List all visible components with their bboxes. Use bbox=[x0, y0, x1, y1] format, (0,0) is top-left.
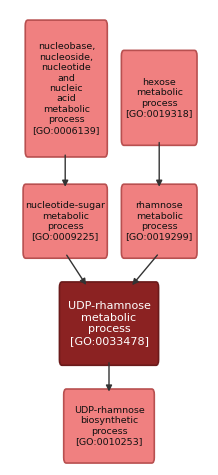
Text: UDP-rhamnose
metabolic
process
[GO:0033478]: UDP-rhamnose metabolic process [GO:00334… bbox=[68, 301, 150, 346]
Text: nucleotide-sugar
metabolic
process
[GO:0009225]: nucleotide-sugar metabolic process [GO:0… bbox=[25, 201, 105, 241]
Text: UDP-rhamnose
biosynthetic
process
[GO:0010253]: UDP-rhamnose biosynthetic process [GO:00… bbox=[74, 406, 144, 446]
Text: hexose
metabolic
process
[GO:0019318]: hexose metabolic process [GO:0019318] bbox=[125, 78, 193, 118]
FancyBboxPatch shape bbox=[121, 50, 197, 145]
Text: nucleobase,
nucleoside,
nucleotide
and
nucleic
acid
metabolic
process
[GO:000613: nucleobase, nucleoside, nucleotide and n… bbox=[32, 42, 100, 134]
FancyBboxPatch shape bbox=[60, 282, 158, 365]
FancyBboxPatch shape bbox=[121, 184, 197, 258]
FancyBboxPatch shape bbox=[64, 389, 154, 463]
Text: rhamnose
metabolic
process
[GO:0019299]: rhamnose metabolic process [GO:0019299] bbox=[126, 201, 193, 241]
FancyBboxPatch shape bbox=[25, 20, 107, 157]
FancyBboxPatch shape bbox=[23, 184, 107, 258]
